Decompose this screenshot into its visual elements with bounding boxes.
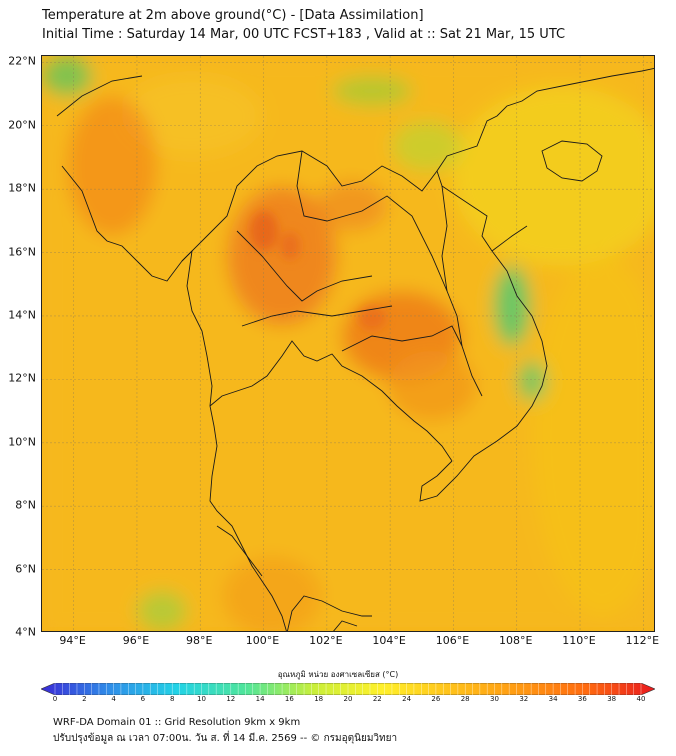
latitude-label: 20°N [8,118,36,132]
colorbar [40,680,656,696]
longitude-label: 96°E [122,634,150,647]
latitude-label: 22°N [8,54,36,68]
colorbar-tick-label: 6 [140,695,146,703]
colorbar-tick-label: 2 [82,695,87,703]
colorbar-tick-label: 10 [197,695,206,703]
latitude-label: 12°N [8,371,36,385]
coastlines-and-borders [56,67,654,631]
colorbar-tick-label: 38 [607,695,617,703]
colorbar-tick-label: 16 [284,695,294,703]
longitude-label: 104°E [372,634,406,647]
hot-spots [250,211,386,330]
latitude-label: 6°N [15,562,36,576]
colorbar-tick-label: 18 [314,695,324,703]
colorbar-tick-label: 4 [111,695,116,703]
longitude-label: 106°E [435,634,470,647]
colorbar-tick-label: 40 [636,695,646,703]
colorbar-tick-label: 22 [372,695,382,703]
temperature-map [41,55,655,632]
colorbar-tick-label: 32 [519,695,529,703]
colorbar-tick-label: 28 [460,695,470,703]
colorbar-tick-label: 34 [548,695,558,703]
latitude-label: 8°N [15,498,36,512]
colorbar-tick-label: 30 [490,695,499,703]
longitude-label: 110°E [562,634,596,647]
colorbar-tick-label: 12 [226,695,236,703]
longitude-label: 102°E [309,634,343,647]
map-subtitle: Initial Time : Saturday 14 Mar, 00 UTC F… [42,27,566,42]
temperature-field [42,56,654,631]
colorbar-tick-label: 14 [255,695,265,703]
latitude-label: 4°N [15,625,36,639]
latitude-label: 16°N [8,245,36,259]
latitude-label: 18°N [8,181,36,195]
colorbar-tick-label: 26 [431,695,441,703]
map-title: Temperature at 2m above ground(°C) - [Da… [42,8,424,23]
colorbar-scale [40,682,656,696]
latitude-label: 10°N [8,435,36,449]
colorbar-tick-label: 36 [577,695,587,703]
colorbar-label: อุณหภูมิ หน่วย องศาเซลเซียส (°C) [277,670,399,679]
longitude-label: 94°E [59,634,86,647]
colorbar-tick-label: 0 [52,695,58,703]
longitude-label: 108°E [499,634,533,647]
footer-update-info: ปรับปรุงข้อมูล ณ เวลา 07:00น. วัน ส. ที่… [53,733,398,744]
longitude-label: 98°E [186,634,213,647]
longitude-label: 112°E [625,634,660,647]
latitude-label: 14°N [8,308,36,322]
colorbar-tick-label: 8 [169,695,175,703]
graticule [42,56,654,631]
longitude-label: 100°E [245,634,280,647]
footer-domain-info: WRF-DA Domain 01 :: Grid Resolution 9km … [53,717,301,728]
colorbar-tick-label: 20 [343,695,353,703]
colorbar-tick-label: 24 [402,695,412,703]
map-canvas [42,56,654,631]
